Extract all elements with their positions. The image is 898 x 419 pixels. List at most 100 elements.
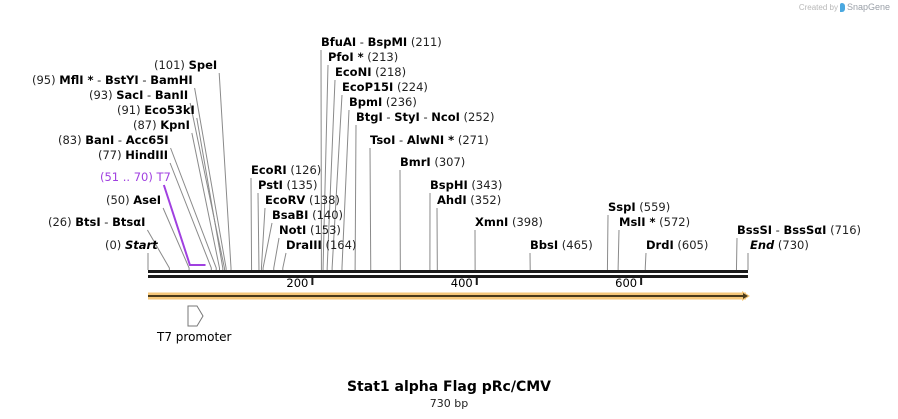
svg-text:EcoRI (126): EcoRI (126) [251,163,321,177]
promoter-arrow-icon[interactable] [187,305,204,327]
primer-label[interactable]: (51 .. 70) T7 [100,170,171,184]
cut-site-line [331,94,343,270]
svg-text:SspI (559): SspI (559) [608,200,670,214]
cut-site-draiii[interactable]: DraIII (164) [286,238,356,252]
cut-site-msli[interactable]: MslI * (572) [619,215,690,229]
svg-text:XmnI (398): XmnI (398) [475,215,543,229]
t7-primer[interactable]: (51 .. 70) T7 [100,170,206,266]
cut-site-bsssi[interactable]: BssSI - BssSαI (716) [737,223,861,237]
cut-site-line [262,222,273,270]
cut-site-ecori[interactable]: EcoRI (126) [251,163,321,177]
cut-site-line [257,192,260,270]
cut-site-noti[interactable]: NotI (153) [279,223,341,237]
cut-site-bbsi[interactable]: BbsI (465) [530,238,593,252]
cut-site-mfli[interactable]: (95) MflI * - BstYI - BamHI [32,73,193,87]
svg-text:(50) AseI: (50) AseI [106,193,161,207]
cut-site-line [260,207,266,270]
map-length: 730 bp [429,397,469,410]
cut-site-bsphi[interactable]: BspHI (343) [430,178,502,192]
cut-site-line [354,124,357,270]
cut-site-line [169,162,212,270]
t7-promoter-feature[interactable] [187,305,204,327]
svg-text:BtgI - StyI - NcoI (252): BtgI - StyI - NcoI (252) [356,110,495,124]
cut-site-line [326,79,336,270]
cut-site-line [146,229,170,270]
snapgene-logo-icon [839,2,845,12]
cut-site-line [341,109,350,270]
cut-site-line [194,87,227,270]
cut-site-end[interactable]: End (730) [750,238,809,252]
cut-site-tsoi[interactable]: TsoI - AlwNI * (271) [370,133,489,147]
cut-site-psti[interactable]: PstI (135) [258,178,317,192]
svg-text:(0) Start: (0) Start [105,238,158,252]
tick-label: 400 [451,276,473,290]
svg-text:(93) SacI - BanII: (93) SacI - BanII [89,88,188,102]
cut-site-saci[interactable]: (93) SacI - BanII [89,88,188,102]
cut-site-hindiii[interactable]: (77) HindIII [98,148,168,162]
orf-core-arrowhead [742,293,748,299]
cut-site-asei[interactable]: (50) AseI [106,193,161,207]
svg-text:BssSI - BssSαI (716): BssSI - BssSαI (716) [737,223,861,237]
cut-site-line [273,237,280,270]
cut-site-ahdi[interactable]: AhdI (352) [437,193,501,207]
cut-site-kpni[interactable]: (87) KpnI [133,118,190,132]
svg-text:DraIII (164): DraIII (164) [286,238,356,252]
snapgene-credit: Created by SnapGene [799,2,890,12]
svg-text:EcoRV (138): EcoRV (138) [265,193,340,207]
svg-text:(95) MflI * - BstYI - Bam: (95) MflI * - BstYI - BamHI [32,73,193,87]
cut-site-line [369,147,372,270]
cut-site-spei[interactable]: (101) SpeI [154,58,217,72]
svg-text:MslI * (572): MslI * (572) [619,215,690,229]
cut-site-labels: (0) Start (26) BtsI - BtsαI (50) AseI (77) … [32,35,861,252]
cut-site-ecop15i[interactable]: EcoP15I (224) [342,80,428,94]
svg-text:BmrI (307): BmrI (307) [400,155,465,169]
orf-arrow[interactable] [148,291,750,301]
credit-brand: SnapGene [846,2,890,12]
cut-site-xmni[interactable]: XmnI (398) [475,215,543,229]
svg-text:NotI (153): NotI (153) [279,223,341,237]
tick-label: 200 [286,276,308,290]
cut-site-bmri[interactable]: BmrI (307) [400,155,465,169]
svg-text:BsaBI (140): BsaBI (140) [272,208,343,222]
svg-text:(87) KpnI: (87) KpnI [133,118,190,132]
cut-site-bfuai[interactable]: BfuAI - BspMI (211) [321,35,442,49]
dna-backbone [148,270,748,278]
svg-text:BspHI (343): BspHI (343) [430,178,502,192]
svg-text:(77) HindIII: (77) HindIII [98,148,168,162]
cut-site-sspi[interactable]: SspI (559) [608,200,670,214]
cut-site-bpmi[interactable]: BpmI (236) [349,95,417,109]
backbone-bottom-strand [148,275,748,278]
cut-site-ecorv[interactable]: EcoRV (138) [265,193,340,207]
cut-site-eco53ki[interactable]: (91) Eco53kI [117,103,195,117]
cut-site-lines [146,49,749,270]
cut-site-bani[interactable]: (83) BanI - Acc65I [58,133,169,147]
svg-text:(26) BtsI - BtsαI: (26) BtsI - BtsαI [48,215,145,229]
cut-site-line [606,214,609,270]
cut-site-start[interactable]: (0) Start [105,238,158,252]
tick-mark [311,278,314,285]
svg-text:BfuAI - BspMI (211): BfuAI - BspMI (211) [321,35,442,49]
cut-site-btgi[interactable]: BtgI - StyI - NcoI (252) [356,110,495,124]
cut-site-econi[interactable]: EcoNI (218) [335,65,406,79]
feature-label-t7-promoter[interactable]: T7 promoter [157,330,232,344]
cut-site-line [644,252,647,270]
cut-site-pfoi[interactable]: PfoI * (213) [328,50,398,64]
map-title: Stat1 alpha Flag pRc/CMV [346,379,552,395]
svg-text:BbsI (465): BbsI (465) [530,238,593,252]
svg-text:PstI (135): PstI (135) [258,178,317,192]
svg-text:TsoI - AlwNI * (271): TsoI - AlwNI * (271) [370,133,489,147]
tick-mark [475,278,478,285]
cut-site-line [162,207,190,270]
svg-text:EcoP15I (224): EcoP15I (224) [342,80,428,94]
svg-text:EcoNI (218): EcoNI (218) [335,65,406,79]
cut-site-line [617,229,620,270]
cut-site-btsi[interactable]: (26) BtsI - BtsαI [48,215,145,229]
svg-text:(91) Eco53kI: (91) Eco53kI [117,103,195,117]
cut-site-bsabi[interactable]: BsaBI (140) [272,208,343,222]
svg-text:DrdI (605): DrdI (605) [646,238,708,252]
cut-site-line [196,117,224,270]
cut-site-drdi[interactable]: DrdI (605) [646,238,708,252]
svg-text:End (730): End (730) [750,238,809,252]
cut-site-line [250,177,253,270]
